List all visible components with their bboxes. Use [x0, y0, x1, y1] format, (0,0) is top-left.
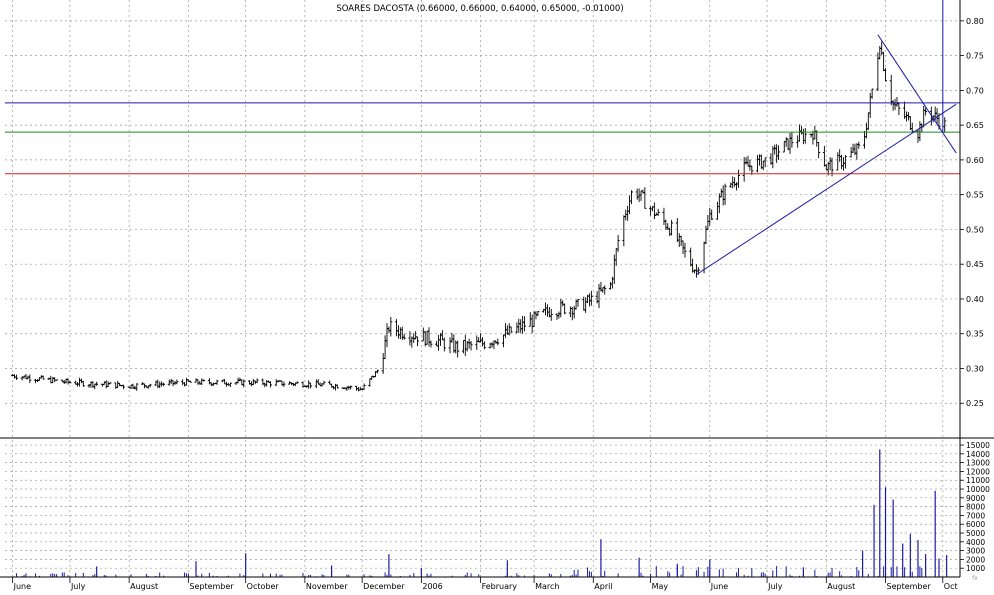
price-tick-label: 0.70	[966, 86, 984, 95]
corner-label: fx	[972, 575, 978, 582]
support-resistance-lines	[5, 102, 960, 175]
price-tick-label: 0.35	[966, 330, 984, 339]
chart-frame	[0, 0, 994, 578]
month-label: July	[767, 582, 783, 591]
month-label: March	[535, 582, 559, 591]
volume-bars	[15, 449, 948, 577]
month-label: November	[306, 582, 348, 591]
chart-title: SOARES DACOSTA (0.66000, 0.66000, 0.6400…	[336, 4, 623, 14]
month-label: April	[594, 582, 612, 591]
month-label: June	[13, 582, 32, 591]
volume-tick-label: 5000	[966, 529, 985, 538]
volume-tick-label: 14000	[966, 450, 990, 459]
month-label: October	[247, 582, 280, 591]
volume-tick-label: 1000	[966, 564, 985, 573]
month-label: September	[887, 582, 932, 591]
volume-tick-label: 15000	[966, 441, 990, 450]
volume-tick-label: 2000	[966, 555, 985, 564]
month-label: February	[482, 582, 518, 591]
trend-line	[696, 103, 957, 276]
volume-axis: 1500014000130001200011000100009000800070…	[960, 441, 990, 573]
month-label: 2006	[422, 582, 442, 591]
volume-tick-label: 10000	[966, 485, 990, 494]
price-tick-label: 0.40	[966, 295, 984, 304]
volume-tick-label: 3000	[966, 547, 985, 556]
month-label: August	[827, 582, 855, 591]
price-tick-label: 0.80	[966, 17, 984, 26]
price-tick-label: 0.30	[966, 364, 984, 373]
price-candles	[11, 41, 947, 392]
price-tick-label: 0.65	[966, 121, 984, 130]
month-label: May	[652, 582, 669, 591]
month-label: December	[363, 582, 405, 591]
month-label: September	[189, 582, 234, 591]
grid-layer	[5, 0, 960, 577]
volume-tick-label: 9000	[966, 494, 985, 503]
volume-tick-label: 7000	[966, 511, 985, 520]
time-axis: June July August September October November De…	[12, 577, 958, 591]
month-label: June	[710, 582, 729, 591]
volume-tick-label: 8000	[966, 503, 985, 512]
price-tick-label: 0.75	[966, 52, 984, 61]
price-axis: 0.80 0.75 0.70 0.65 0.60 0.55 0.50 0.45 0.40 0.35…	[960, 17, 984, 408]
month-label: Oct	[944, 582, 958, 591]
volume-tick-label: 4000	[966, 538, 985, 547]
volume-tick-label: 6000	[966, 520, 985, 529]
trend-line	[877, 34, 957, 154]
month-label: July	[70, 582, 86, 591]
price-tick-label: 0.25	[966, 399, 984, 408]
price-tick-label: 0.60	[966, 156, 984, 165]
month-label: August	[130, 582, 158, 591]
price-tick-label: 0.55	[966, 191, 984, 200]
volume-tick-label: 11000	[966, 476, 990, 485]
trend-lines	[696, 0, 957, 276]
volume-tick-label: 13000	[966, 459, 990, 468]
price-tick-label: 0.50	[966, 225, 984, 234]
price-tick-label: 0.45	[966, 260, 984, 269]
volume-tick-label: 12000	[966, 467, 990, 476]
